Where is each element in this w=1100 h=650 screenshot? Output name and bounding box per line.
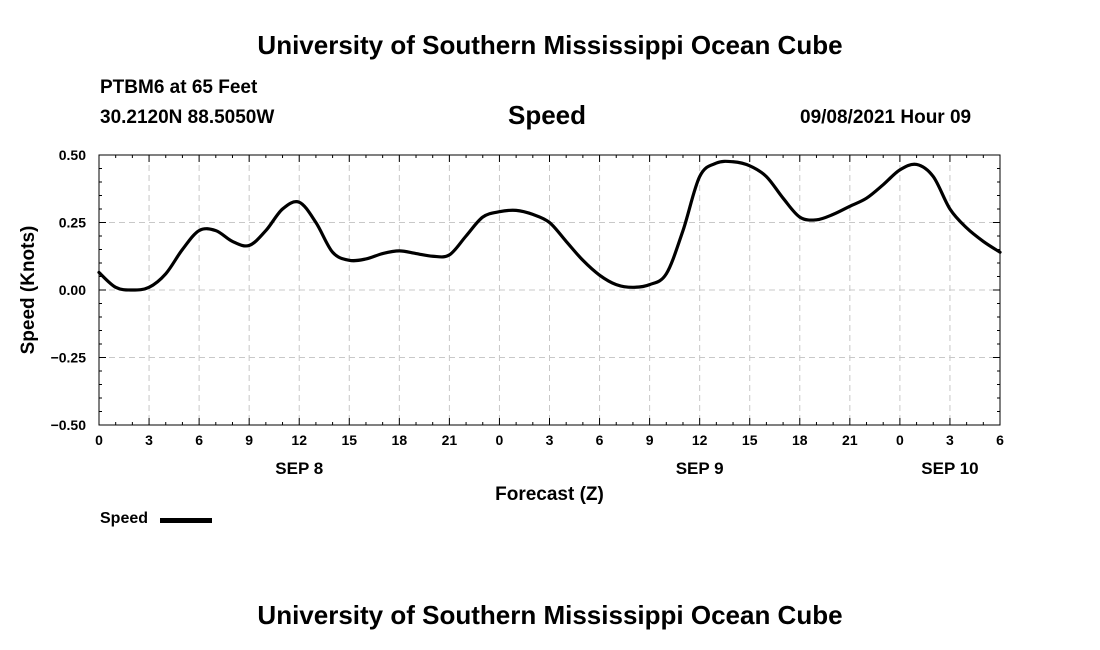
x-tick-label: 12 [692,432,708,448]
x-tick-label: 6 [996,432,1004,448]
y-axis-label: Speed (Knots) [18,226,39,355]
x-tick-label: 3 [546,432,554,448]
legend-line-swatch [160,518,212,523]
x-tick-label: 9 [245,432,253,448]
x-tick-label: 6 [195,432,203,448]
x-tick-label: 3 [145,432,153,448]
x-tick-label: 0 [496,432,504,448]
chart-title: University of Southern Mississippi Ocean… [257,30,843,60]
x-tick-label: 18 [392,432,408,448]
timestamp-label: 09/08/2021 Hour 09 [800,107,972,128]
x-tick-label: 0 [95,432,103,448]
y-tick-label: 0.50 [59,147,86,163]
x-tick-label: 3 [946,432,954,448]
x-date-label: SEP 9 [676,459,724,478]
legend-label: Speed [100,510,149,527]
x-tick-label: 18 [792,432,808,448]
x-tick-label: 9 [646,432,654,448]
x-tick-label: 0 [896,432,904,448]
x-tick-label: 6 [596,432,604,448]
series-line-speed [97,159,1002,292]
variable-title: Speed [508,100,587,130]
footer-title: University of Southern Mississippi Ocean… [257,600,843,630]
x-tick-label: 21 [842,432,858,448]
y-tick-label: 0.25 [59,215,86,231]
x-tick-label: 21 [442,432,458,448]
x-tick-label: 15 [341,432,357,448]
x-tick-label: 15 [742,432,758,448]
coordinates-label: 30.2120N 88.5050W [100,107,275,128]
x-tick-label: 12 [291,432,307,448]
x-date-label: SEP 10 [921,459,978,478]
y-tick-label: 0.00 [59,282,86,298]
y-tick-label: −0.50 [51,417,87,433]
x-axis-label: Forecast (Z) [495,484,604,505]
station-label: PTBM6 at 65 Feet [100,77,258,98]
x-date-label: SEP 8 [275,459,323,478]
y-tick-label: −0.25 [51,350,87,366]
